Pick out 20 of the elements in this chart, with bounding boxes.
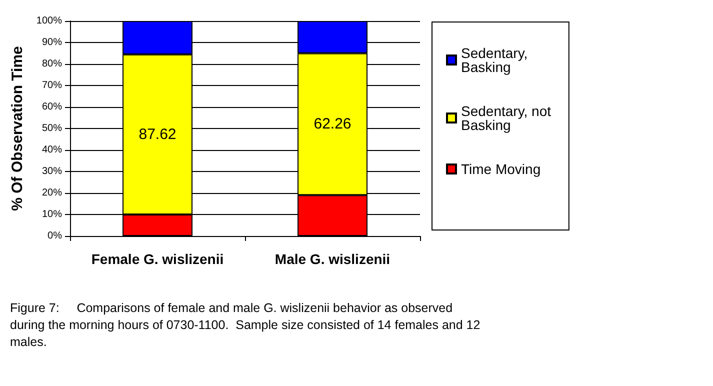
y-tick-label: 90% xyxy=(42,37,62,48)
legend-label: Sedentary, not Basking xyxy=(461,103,555,133)
x-tick-label: Male G. wislizenii xyxy=(274,251,390,267)
x-tick-label: Female G. wislizenii xyxy=(91,251,224,267)
legend-label: Time Moving xyxy=(461,161,541,177)
annotation: 87.62 xyxy=(138,126,176,143)
y-tick-label: 80% xyxy=(42,58,62,70)
y-tick-label: 30% xyxy=(42,166,62,177)
y-tick-label: 50% xyxy=(42,123,62,134)
annotation: 62.26 xyxy=(314,116,352,133)
y-axis-title: % Of Observation Time xyxy=(9,46,26,211)
caption: Figure 7: Comparisons of female and male G. wislizenii behavior as observed during the morning hours of 0730-1100. Sample size consisted of 14 females and 12 males. xyxy=(10,300,482,351)
y-tick-label: 20% xyxy=(42,188,62,198)
y-tick-label: 70% xyxy=(42,80,62,91)
y-tick-label: 0% xyxy=(48,230,62,242)
y-tick-label: 40% xyxy=(42,144,62,156)
y-tick-label: 100% xyxy=(36,16,62,26)
legend-label: Sedentary, Basking xyxy=(461,45,532,75)
y-tick-label: 60% xyxy=(42,102,62,112)
y-tick-label: 10% xyxy=(42,209,62,220)
